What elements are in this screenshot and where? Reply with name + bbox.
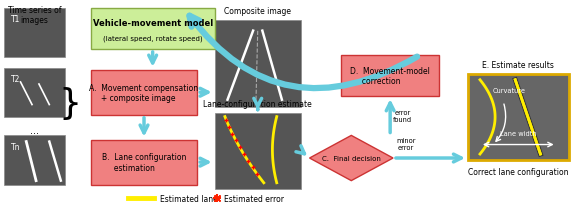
Text: Vehicle-movement model: Vehicle-movement model (93, 19, 213, 28)
Text: E. Estimate results: E. Estimate results (482, 60, 554, 69)
Text: Composite image: Composite image (224, 7, 291, 16)
Text: Time series of
images: Time series of images (8, 6, 61, 25)
Text: minor
error: minor error (396, 137, 416, 150)
Text: (lateral speed, rotate speed): (lateral speed, rotate speed) (103, 35, 203, 42)
FancyBboxPatch shape (91, 70, 197, 115)
Text: Lane-configuration estimate: Lane-configuration estimate (203, 99, 312, 108)
Text: error
found: error found (393, 110, 412, 123)
Text: Correct lane configuration: Correct lane configuration (468, 167, 569, 176)
FancyBboxPatch shape (5, 136, 65, 185)
Text: D.  Movement-model
     correction: D. Movement-model correction (350, 67, 430, 86)
Text: }: } (58, 86, 81, 120)
FancyBboxPatch shape (5, 9, 65, 58)
FancyBboxPatch shape (341, 56, 439, 97)
FancyBboxPatch shape (5, 68, 65, 117)
FancyBboxPatch shape (215, 21, 301, 107)
Text: ...: ... (30, 126, 39, 136)
Text: T1: T1 (11, 15, 21, 24)
FancyBboxPatch shape (215, 113, 301, 189)
Text: Lane width: Lane width (500, 130, 537, 136)
Text: Estimated lane: Estimated lane (160, 194, 218, 203)
Text: Curvature: Curvature (493, 87, 526, 93)
Text: A.  Movement compensation
     + composite image: A. Movement compensation + composite ima… (90, 83, 198, 102)
Text: T2: T2 (11, 74, 21, 83)
Polygon shape (310, 136, 393, 181)
Text: Estimated error: Estimated error (224, 194, 285, 203)
Text: Tn: Tn (11, 142, 21, 151)
FancyBboxPatch shape (468, 74, 569, 160)
FancyBboxPatch shape (91, 9, 215, 50)
Text: B.  Lane configuration
     estimation: B. Lane configuration estimation (102, 153, 186, 172)
Text: C.  Final decision: C. Final decision (322, 155, 381, 161)
FancyBboxPatch shape (91, 140, 197, 185)
